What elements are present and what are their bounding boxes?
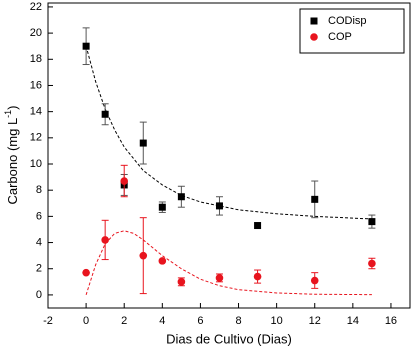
x-tick-label: 12 xyxy=(309,315,321,327)
y-tick-label: 0 xyxy=(36,289,42,301)
marker xyxy=(101,110,109,118)
legend-label: CODisp xyxy=(328,15,367,27)
y-tick-label: 18 xyxy=(30,53,42,65)
y-tick-label: 4 xyxy=(36,236,42,248)
x-tick-label: 0 xyxy=(83,315,89,327)
y-label-main: Carbono (mg L xyxy=(5,118,20,205)
legend-label: COP xyxy=(328,31,352,43)
x-tick-label: 16 xyxy=(385,315,397,327)
marker xyxy=(215,202,223,210)
x-tick-label: 8 xyxy=(235,315,241,327)
x-tick-label: -2 xyxy=(43,315,53,327)
marker xyxy=(101,236,109,244)
y-tick-label: 8 xyxy=(36,184,42,196)
marker xyxy=(368,259,376,268)
y-tick-label: 14 xyxy=(30,106,42,118)
marker xyxy=(158,203,166,211)
y-tick-label: 10 xyxy=(30,158,42,170)
y-tick-label: 22 xyxy=(30,1,42,13)
marker xyxy=(82,42,90,50)
x-tick-label: 14 xyxy=(347,315,359,327)
y-tick-label: 12 xyxy=(30,132,42,144)
y-tick-label: 20 xyxy=(30,27,42,39)
fit-curve xyxy=(85,230,372,296)
marker xyxy=(82,268,90,277)
fit-curve xyxy=(85,46,372,220)
y-tick-label: 2 xyxy=(36,263,42,275)
plot-frame xyxy=(47,2,411,309)
x-tick-label: 10 xyxy=(271,315,283,327)
marker xyxy=(254,222,262,230)
marker xyxy=(310,276,319,285)
x-tick-label: 6 xyxy=(197,315,203,327)
legend-marker xyxy=(310,33,318,41)
marker xyxy=(139,139,147,147)
marker xyxy=(120,177,129,185)
y-axis-label: Carbono (mg L-1) xyxy=(3,105,20,204)
x-axis-label: Dias de Cultivo (Dias) xyxy=(166,331,292,346)
legend-marker xyxy=(310,17,318,25)
x-tick-label: 2 xyxy=(121,315,127,327)
marker xyxy=(139,251,148,260)
y-label-end: ) xyxy=(5,105,20,109)
marker xyxy=(177,193,185,201)
legend-box xyxy=(299,8,405,54)
y-label-sup: -1 xyxy=(3,110,13,118)
x-tick-label: 4 xyxy=(159,315,165,327)
marker xyxy=(215,274,224,282)
marker xyxy=(177,278,186,286)
marker xyxy=(158,257,167,265)
y-tick-label: 6 xyxy=(36,210,42,222)
marker xyxy=(368,218,376,226)
marker xyxy=(311,195,319,203)
y-tick-label: 16 xyxy=(30,79,42,91)
marker xyxy=(253,272,262,281)
